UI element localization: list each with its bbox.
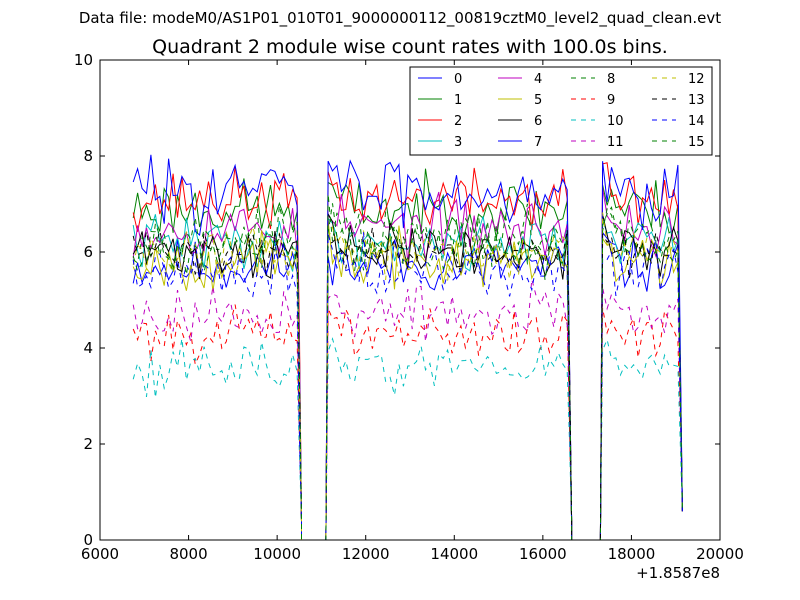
series-line-14 bbox=[132, 232, 683, 540]
y-tick-label: 8 bbox=[83, 147, 93, 165]
x-tick-label: 14000 bbox=[430, 545, 478, 563]
series-line-13 bbox=[132, 227, 683, 540]
series-line-5 bbox=[132, 220, 683, 540]
legend-label-1: 1 bbox=[454, 93, 462, 108]
legend-label-8: 8 bbox=[607, 72, 615, 87]
x-tick-label: 18000 bbox=[608, 545, 656, 563]
legend-label-15: 15 bbox=[688, 135, 705, 150]
series-line-4 bbox=[132, 187, 683, 540]
legend-label-14: 14 bbox=[688, 114, 705, 129]
legend-label-10: 10 bbox=[607, 114, 624, 129]
x-tick-label: 20000 bbox=[696, 545, 744, 563]
y-tick-label: 6 bbox=[83, 243, 93, 261]
x-tick-label: 6000 bbox=[81, 545, 119, 563]
series-line-3 bbox=[132, 214, 683, 540]
legend-label-11: 11 bbox=[607, 135, 624, 150]
legend-label-9: 9 bbox=[607, 93, 615, 108]
y-tick-label: 10 bbox=[74, 51, 93, 69]
legend-label-13: 13 bbox=[688, 93, 705, 108]
series-line-10 bbox=[132, 337, 683, 540]
chart-title: Quadrant 2 module wise count rates with … bbox=[152, 36, 668, 58]
legend-label-4: 4 bbox=[534, 72, 542, 87]
series-line-15 bbox=[132, 193, 683, 540]
legend-box bbox=[409, 66, 713, 156]
legend-label-6: 6 bbox=[534, 114, 542, 129]
legend-label-5: 5 bbox=[534, 93, 542, 108]
x-tick-label: 12000 bbox=[342, 545, 390, 563]
data-file-label: Data file: modeM0/AS1P01_010T01_90000001… bbox=[79, 9, 721, 28]
legend-label-3: 3 bbox=[454, 135, 462, 150]
series-line-8 bbox=[132, 203, 683, 540]
x-tick-label: 8000 bbox=[169, 545, 207, 563]
plot-frame bbox=[99, 59, 721, 541]
series-layer bbox=[132, 154, 683, 540]
series-line-11 bbox=[132, 279, 683, 540]
series-line-12 bbox=[132, 212, 683, 540]
x-tick-label: 16000 bbox=[519, 545, 567, 563]
legend-label-12: 12 bbox=[688, 72, 705, 87]
y-tick-label: 0 bbox=[83, 531, 93, 549]
x-tick-label: 10000 bbox=[253, 545, 301, 563]
series-line-7 bbox=[132, 154, 683, 540]
x-axis: 6000 8000 10000 12000 14000 16000 18000 20000 bbox=[81, 60, 744, 563]
x-offset-label: +1.8587e8 bbox=[636, 564, 720, 582]
y-tick-label: 4 bbox=[83, 339, 93, 357]
y-tick-label: 2 bbox=[83, 435, 93, 453]
legend-label-0: 0 bbox=[454, 72, 462, 87]
legend-label-7: 7 bbox=[534, 135, 542, 150]
legend-label-2: 2 bbox=[454, 114, 462, 129]
